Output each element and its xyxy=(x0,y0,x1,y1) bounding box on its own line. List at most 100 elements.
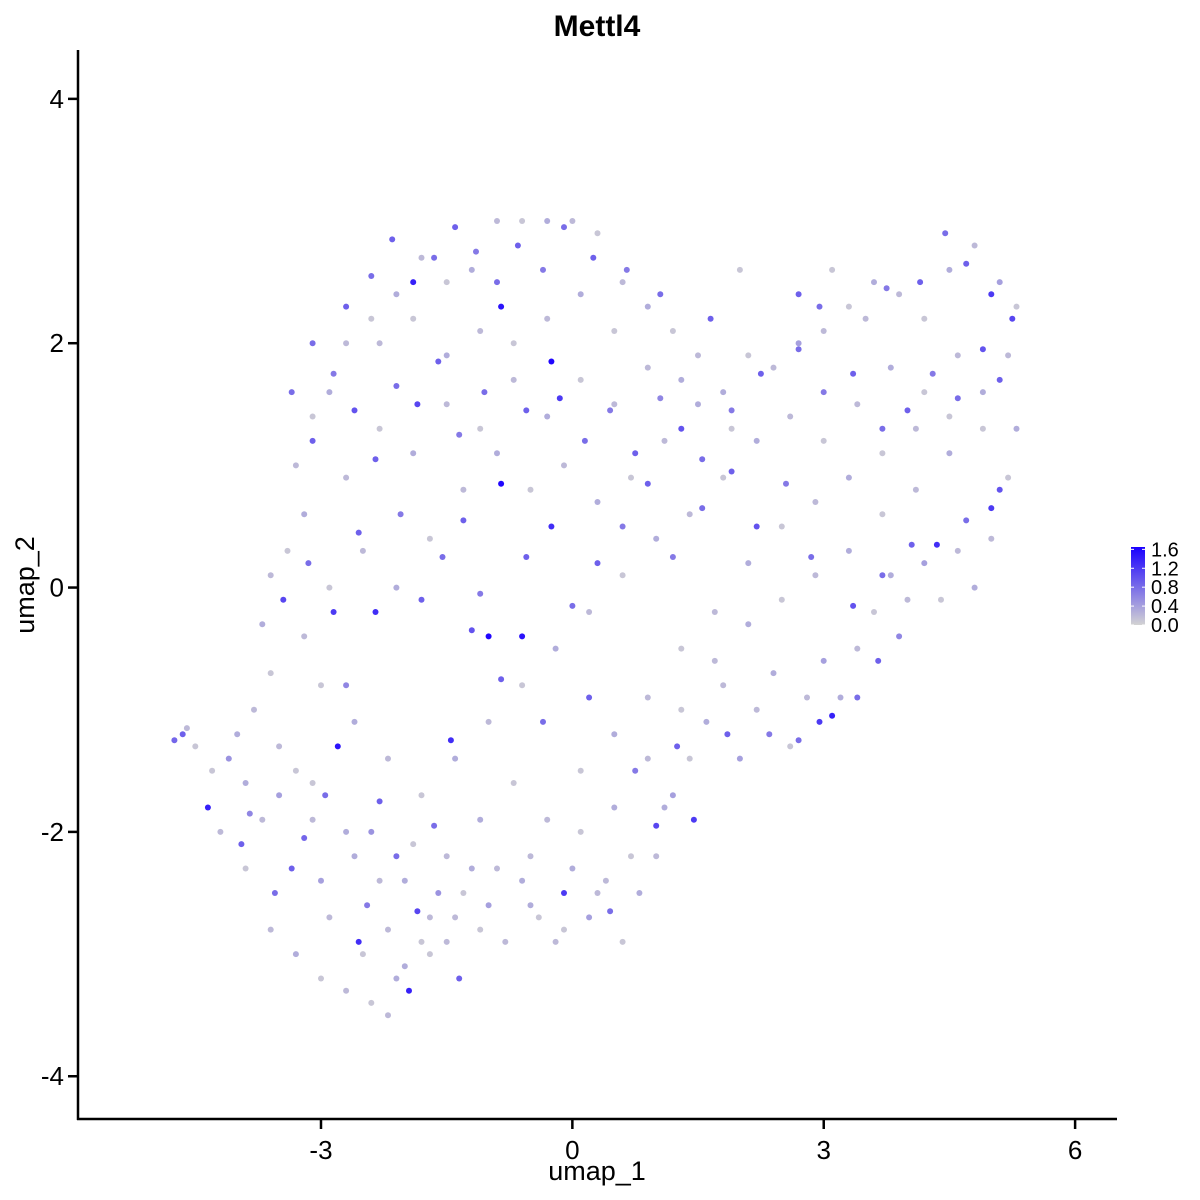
cell-point xyxy=(933,541,940,548)
cell-point xyxy=(426,914,433,921)
cell-point xyxy=(527,486,534,493)
cell-point xyxy=(561,926,567,933)
cell-point xyxy=(728,425,735,432)
cell-point xyxy=(996,279,1003,286)
cell-point xyxy=(602,877,609,884)
cell-point xyxy=(519,682,526,689)
cell-point xyxy=(766,731,773,738)
cell-point xyxy=(653,535,660,542)
cell-point xyxy=(477,328,484,334)
cell-point xyxy=(368,315,375,322)
cell-point xyxy=(954,352,961,359)
cell-point xyxy=(439,554,446,560)
cell-point xyxy=(644,364,651,371)
cell-point xyxy=(355,938,362,945)
cell-point xyxy=(431,822,438,829)
cell-point xyxy=(908,541,915,548)
cell-point xyxy=(292,462,299,469)
cell-point xyxy=(414,908,421,915)
cell-point xyxy=(267,572,274,579)
cell-point xyxy=(669,554,676,560)
cell-point xyxy=(468,266,475,273)
cell-point xyxy=(418,792,425,799)
cell-point xyxy=(711,609,718,615)
cell-point xyxy=(644,303,651,310)
cell-point xyxy=(736,266,743,273)
cell-point xyxy=(845,474,852,481)
cell-point xyxy=(242,865,249,872)
cell-point xyxy=(690,816,697,823)
cell-point xyxy=(971,242,978,249)
cell-point xyxy=(829,266,836,273)
cell-point xyxy=(368,273,375,279)
cell-point xyxy=(561,890,567,896)
cell-point xyxy=(862,315,869,322)
cell-point xyxy=(812,572,819,579)
cell-point xyxy=(259,816,266,823)
cell-point xyxy=(619,523,626,530)
cell-point xyxy=(510,340,517,347)
cell-point xyxy=(301,511,308,518)
cell-point xyxy=(280,596,287,603)
cell-point xyxy=(996,486,1003,493)
cell-point xyxy=(653,853,660,860)
cell-point xyxy=(326,584,333,591)
cell-point xyxy=(657,291,664,298)
cell-point xyxy=(330,370,337,377)
cell-point xyxy=(246,810,253,817)
y-tick-label: 4 xyxy=(50,84,64,114)
cell-point xyxy=(963,260,970,267)
cell-point xyxy=(946,450,953,457)
cell-point xyxy=(661,804,668,811)
cell-point xyxy=(753,523,760,530)
cell-point xyxy=(887,572,894,579)
cell-point xyxy=(498,480,505,487)
cell-point xyxy=(946,266,953,273)
cell-point xyxy=(519,218,526,224)
cell-point xyxy=(678,706,685,713)
cell-point xyxy=(334,743,341,750)
cell-point xyxy=(544,413,551,420)
cell-point xyxy=(288,865,295,872)
y-tick-label: 0 xyxy=(50,573,64,603)
cell-point xyxy=(309,437,316,444)
cell-point xyxy=(376,798,383,805)
cell-point xyxy=(661,437,668,444)
cell-point xyxy=(820,657,827,664)
cell-point xyxy=(242,780,249,786)
cell-point xyxy=(577,828,584,835)
cell-point xyxy=(938,596,944,603)
cell-point xyxy=(544,315,551,322)
cell-point xyxy=(234,731,241,738)
cell-point xyxy=(368,999,375,1006)
x-axis-title: umap_1 xyxy=(548,1156,646,1186)
cell-point xyxy=(376,425,383,432)
cell-point xyxy=(753,706,760,713)
cell-point xyxy=(804,694,810,701)
cell-point xyxy=(569,865,576,872)
cell-point xyxy=(816,303,823,310)
cell-point xyxy=(393,975,400,982)
cell-point xyxy=(535,914,542,921)
cell-point xyxy=(305,560,312,567)
cell-point xyxy=(787,743,794,750)
cell-point xyxy=(879,450,886,457)
y-ticks: -4 -2 0 2 4 xyxy=(41,84,78,1091)
cell-point xyxy=(397,511,404,518)
cell-point xyxy=(410,841,417,848)
cell-point xyxy=(917,279,924,286)
cell-point xyxy=(942,230,949,237)
cell-point xyxy=(904,407,911,414)
cell-point xyxy=(238,841,245,848)
cell-point xyxy=(473,248,479,255)
x-tick-label: 0 xyxy=(565,1135,579,1165)
cell-point xyxy=(745,621,752,628)
y-tick-label: -4 xyxy=(41,1061,64,1091)
cell-point xyxy=(778,596,785,603)
cell-point xyxy=(745,560,752,567)
cell-point xyxy=(929,370,936,377)
cell-point xyxy=(745,352,752,359)
cell-point xyxy=(192,743,199,750)
cell-point xyxy=(854,401,861,408)
cell-point xyxy=(979,425,986,432)
